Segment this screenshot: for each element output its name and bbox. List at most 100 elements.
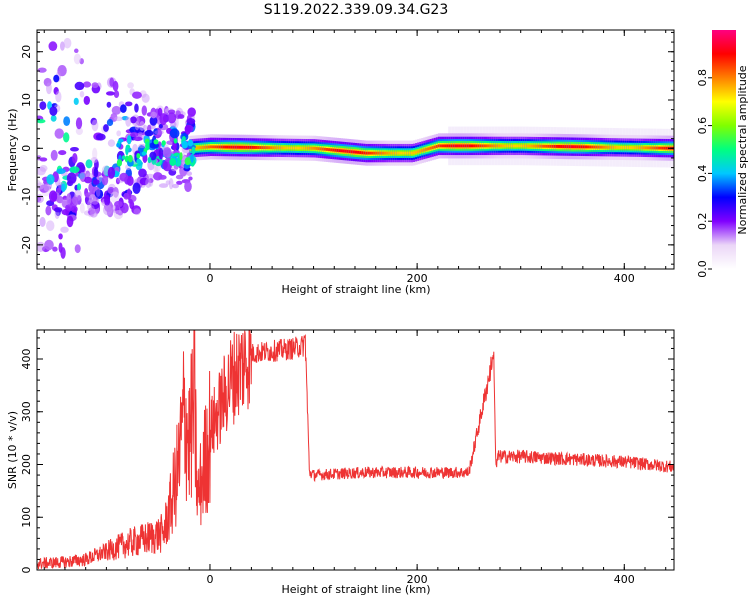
- spectrogram-cell: [338, 149, 342, 153]
- spectrogram-cell: [120, 104, 127, 113]
- spectrogram-cell: [468, 144, 472, 148]
- spectrogram-cell: [126, 135, 132, 145]
- spectrogram-cell: [127, 154, 133, 163]
- spectrogram-cell: [116, 159, 123, 167]
- spectrogram-cell: [444, 144, 447, 148]
- spectrogram-cell: [161, 140, 166, 146]
- spectrogram-cell: [134, 103, 139, 113]
- snr-series-group: [37, 330, 674, 570]
- spectrogram-cell: [601, 145, 605, 149]
- spectrogram-cell: [54, 207, 63, 213]
- spectrogram-cell: [95, 187, 101, 197]
- spectrogram-cell: [74, 244, 81, 254]
- spectrogram-cell: [319, 147, 323, 151]
- spectrogram-cell: [173, 138, 178, 144]
- spectrogram-cell: [425, 147, 429, 151]
- spectrogram-cell: [93, 167, 99, 178]
- spectrogram-cell: [537, 144, 540, 148]
- spectrogram-cell: [462, 144, 466, 148]
- spectrogram-cell: [107, 166, 116, 179]
- spectrogram-cell: [315, 147, 319, 150]
- spectrogram-cell: [84, 176, 93, 184]
- spectrogram-cell: [46, 220, 55, 232]
- spectrogram-cell: [361, 151, 364, 155]
- spectrogram-cell: [247, 145, 250, 149]
- spectrogram-cell: [48, 41, 58, 52]
- spectrogram-cell: [119, 172, 129, 182]
- spectrogram-cell: [624, 146, 627, 149]
- spectrogram-cell: [205, 145, 209, 149]
- snr-x-label: Height of straight line (km): [281, 583, 430, 596]
- spectrogram-cell: [90, 196, 100, 205]
- spectrogram-cell: [162, 147, 172, 158]
- spectrogram-cell: [607, 145, 611, 149]
- spectrogram-cell: [179, 152, 183, 161]
- spectrogram-cell: [549, 144, 553, 148]
- spectrogram-cell: [113, 209, 124, 220]
- spectrogram-cell: [429, 146, 433, 150]
- spectrogram-cell: [186, 118, 196, 125]
- spectrogram-cell: [39, 157, 48, 162]
- spectrogram-cell: [290, 146, 294, 150]
- colorbar-label: Normalized spectral amplitude: [736, 65, 749, 234]
- spectrogram-cell: [363, 151, 366, 155]
- spectrogram-cell: [388, 151, 391, 155]
- spectrogram-cell: [133, 136, 143, 142]
- spectrogram-cell: [71, 195, 82, 206]
- spectrogram-cell: [136, 153, 141, 159]
- spectrogram-cell: [114, 116, 124, 122]
- spectrogram-cell: [423, 148, 426, 152]
- spectrogram-cell: [394, 151, 397, 155]
- spectrogram-cell: [433, 145, 437, 149]
- spectrogram-cell: [73, 97, 79, 106]
- spectrogram-cell: [647, 146, 650, 150]
- spectrogram-cell: [435, 145, 439, 148]
- spectrogram-cell: [75, 117, 83, 130]
- spectrogram-cell: [311, 146, 315, 150]
- y-tick-label: 100: [20, 507, 33, 528]
- spectrogram-cell: [72, 153, 78, 164]
- spectrogram-cell: [586, 145, 590, 149]
- y-tick-label: 200: [20, 454, 33, 475]
- spectrogram-cell: [73, 53, 82, 65]
- spectrogram-cell: [609, 145, 613, 149]
- spectrogram-cell: [134, 120, 140, 131]
- spectrogram-cell: [491, 144, 495, 148]
- spectrogram-cell: [307, 146, 310, 150]
- spectrogram-cell: [568, 145, 571, 149]
- spectrogram-cell: [63, 116, 71, 127]
- spectrogram-cell: [263, 146, 267, 150]
- x-tick-label: 0: [206, 272, 213, 285]
- spectrogram-frame: [36, 29, 675, 270]
- colorbar-tick-label: 0.8: [696, 69, 709, 87]
- spectrogram-cell: [626, 146, 629, 149]
- spectrogram-cell: [154, 130, 164, 135]
- spectrogram-cell: [545, 144, 549, 148]
- spectrogram-cell: [253, 146, 257, 149]
- spectrogram-cell: [489, 144, 493, 148]
- spectrogram-cell: [95, 133, 106, 141]
- x-tick-label: 400: [614, 272, 635, 285]
- y-tick-label: 0: [20, 567, 33, 574]
- spectrogram-cell: [657, 146, 661, 150]
- spectrogram-cell: [460, 144, 464, 148]
- spectrogram-cell: [103, 124, 109, 132]
- spectrogram-cell: [145, 141, 150, 151]
- spectrogram-cell: [402, 151, 406, 155]
- spectrogram-cell: [45, 205, 52, 216]
- colorbar-tick-label: 0.4: [696, 165, 709, 183]
- spectrogram-cell: [104, 194, 111, 207]
- spectrogram-cell: [79, 171, 86, 182]
- spectrogram-cell: [580, 145, 584, 149]
- spectrogram-cell: [91, 82, 99, 89]
- spectrogram-cell: [128, 199, 133, 205]
- spectrogram-cell: [188, 176, 193, 181]
- spectrogram-cell: [301, 146, 304, 150]
- snr-frame: [36, 329, 675, 571]
- spectrogram-cell: [448, 144, 451, 148]
- spectrogram-cell: [186, 171, 193, 176]
- spectrogram-y-label: Frequency (Hz): [6, 109, 19, 192]
- spectrogram-cell: [216, 145, 219, 149]
- spectrogram-cell: [325, 148, 329, 151]
- spectrogram-cell: [520, 144, 524, 148]
